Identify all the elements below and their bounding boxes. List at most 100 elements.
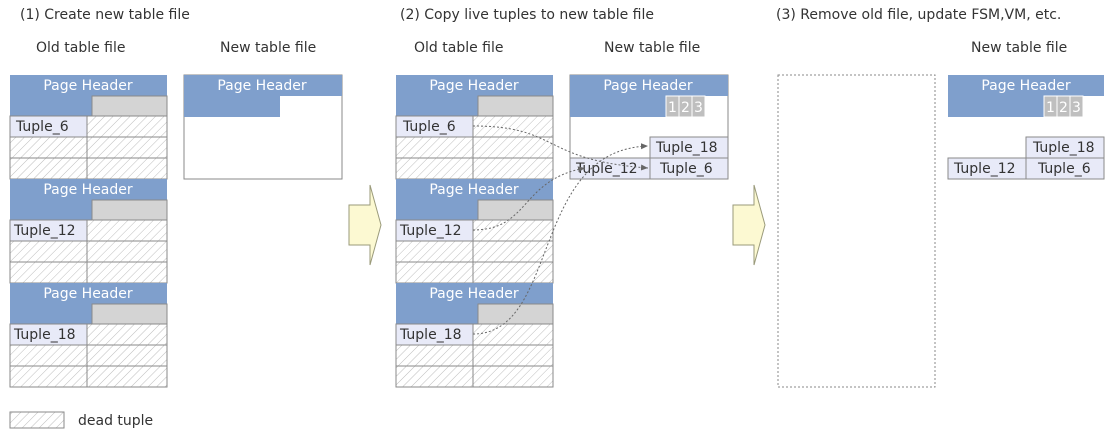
- old-table-file-step2: Page Header Tuple_6 Page Header Tuple_12: [395, 75, 554, 388]
- dead-tuple: [9, 261, 88, 284]
- dead-tuple: [86, 323, 168, 346]
- new-table-file-step3: Page Header 1 2 3 Tuple_18 Tuple_12 Tupl…: [947, 75, 1105, 180]
- tuple-18-label: Tuple_18: [13, 327, 76, 343]
- dead-tuple: [395, 136, 474, 159]
- line-pointer-area: [91, 303, 168, 325]
- dead-tuple: [472, 240, 554, 263]
- page-header: [10, 75, 167, 96]
- old-table-file-step1: Page Header Tuple_6 Page Header Tuple_12: [9, 75, 168, 388]
- step-1-title: (1) Create new table file: [20, 7, 190, 23]
- page-header-label: Page Header: [43, 286, 133, 302]
- dead-tuple: [9, 157, 88, 180]
- tuple-18-label: Tuple_18: [399, 327, 462, 343]
- page-header-ext: [396, 304, 478, 324]
- tuple-12-label: Tuple_12: [13, 223, 76, 239]
- dead-tuple: [86, 240, 168, 263]
- dead-tuple: [9, 136, 88, 159]
- page-header: [10, 283, 167, 304]
- dead-tuple: [86, 115, 168, 138]
- step-3-title: (3) Remove old file, update FSM,VM, etc.: [776, 7, 1061, 23]
- line-pointer-1-label: 1: [668, 100, 677, 116]
- dead-tuple: [472, 323, 554, 346]
- page-header: [396, 283, 553, 304]
- dead-tuple: [395, 240, 474, 263]
- copy-arrows: [472, 125, 649, 335]
- tuple-18-label: Tuple_18: [655, 140, 718, 156]
- page-header-label: Page Header: [981, 78, 1071, 94]
- legend-dead-tuple-label: dead tuple: [78, 413, 153, 429]
- old-table-file-label: Old table file: [36, 40, 125, 56]
- page-header: [396, 179, 553, 200]
- page-header-ext: [396, 200, 478, 220]
- dead-tuple: [472, 157, 554, 180]
- dead-tuple: [395, 344, 474, 367]
- copy-arrow-tuple-6: [472, 125, 649, 171]
- old-table-file-label: Old table file: [414, 40, 503, 56]
- tuple-cell: [649, 157, 729, 180]
- page-header-label: Page Header: [43, 78, 133, 94]
- new-table-file-label: New table file: [604, 40, 700, 56]
- dead-tuple: [9, 240, 88, 263]
- tuple-18-label: Tuple_18: [1032, 140, 1095, 156]
- dead-tuple: [472, 115, 554, 138]
- old-page-2: Page Header Tuple_12: [9, 179, 168, 284]
- dead-tuple: [9, 365, 88, 388]
- dead-tuple: [395, 261, 474, 284]
- line-pointer-3-label: 3: [694, 100, 703, 116]
- page-header-ext: [948, 96, 1044, 117]
- line-pointer-area: [477, 303, 554, 325]
- line-pointer-area: [91, 95, 168, 117]
- old-page-1: Page Header Tuple_6: [395, 75, 554, 180]
- page-header-ext: [396, 96, 478, 116]
- removed-old-file: [777, 74, 936, 388]
- page-header: [396, 75, 553, 96]
- dead-tuple: [472, 344, 554, 367]
- copy-arrow-tuple-12: [472, 166, 586, 231]
- new-table-file-step2: Page Header 1 2 3 Tuple_18 Tuple_12 Tupl…: [569, 74, 729, 180]
- line-pointer-area: [477, 95, 554, 117]
- page-header-ext: [10, 96, 92, 116]
- line-pointer-3: [691, 95, 706, 118]
- dead-tuple: [86, 157, 168, 180]
- step-arrow-2: [732, 184, 766, 266]
- page-header-label: Page Header: [429, 286, 519, 302]
- line-pointer-2-label: 2: [681, 100, 690, 116]
- dead-tuple: [395, 157, 474, 180]
- dead-tuple: [86, 344, 168, 367]
- dead-tuple: [86, 365, 168, 388]
- old-page-3: Page Header Tuple_18: [395, 283, 554, 388]
- line-pointer-1-label: 1: [1046, 100, 1055, 116]
- dead-tuple-swatch: [9, 411, 65, 429]
- page-header: [570, 75, 728, 96]
- new-table-file-label: New table file: [220, 40, 316, 56]
- tuple-6-label: Tuple_6: [402, 119, 456, 135]
- copy-arrow-tuple-18: [472, 143, 649, 335]
- dead-tuple: [86, 219, 168, 242]
- old-page-3: Page Header Tuple_18: [9, 283, 168, 388]
- page-header: [184, 75, 342, 96]
- dead-tuple: [395, 365, 474, 388]
- old-page-2: Page Header Tuple_12: [395, 179, 554, 284]
- line-pointer-area: [477, 199, 554, 221]
- page-header: [10, 179, 167, 200]
- dead-tuple: [472, 136, 554, 159]
- tuple-6-label: Tuple_6: [15, 119, 69, 135]
- page-header-label: Page Header: [43, 182, 133, 198]
- line-pointer-area: [91, 199, 168, 221]
- page-header-ext: [184, 96, 280, 117]
- tuple-cell: [1025, 157, 1105, 180]
- page-header-ext: [570, 96, 666, 117]
- page-header-ext: [10, 200, 92, 220]
- dead-tuple: [86, 136, 168, 159]
- dead-tuple: [472, 365, 554, 388]
- tuple-12-label: Tuple_12: [399, 223, 462, 239]
- page-header-label: Page Header: [217, 78, 307, 94]
- line-pointer-2-label: 2: [1059, 100, 1068, 116]
- page-header-label: Page Header: [429, 78, 519, 94]
- dead-tuple: [86, 261, 168, 284]
- new-table-file-step1: Page Header: [183, 74, 343, 180]
- tuple-6-label: Tuple_6: [659, 161, 713, 177]
- new-table-file-label: New table file: [971, 40, 1067, 56]
- dead-tuple: [9, 344, 88, 367]
